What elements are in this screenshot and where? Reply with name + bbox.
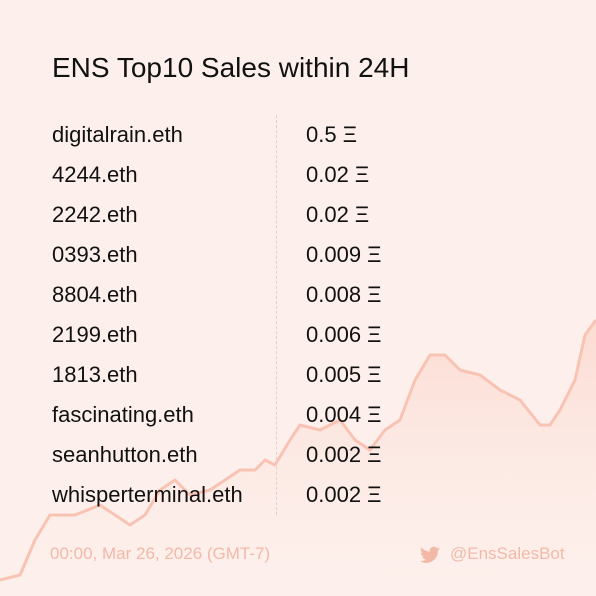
timestamp: 00:00, Mar 26, 2026 (GMT-7) <box>50 544 271 563</box>
sale-row: seanhutton.eth 0.002 Ξ <box>52 435 552 475</box>
domain-name: digitalrain.eth <box>52 122 183 147</box>
domain-name: seanhutton.eth <box>52 442 198 467</box>
sale-row: 4244.eth 0.02 Ξ <box>52 155 552 195</box>
domain-name: 8804.eth <box>52 282 138 307</box>
sale-price: 0.004 Ξ <box>306 402 382 427</box>
sale-price: 0.008 Ξ <box>306 282 382 307</box>
sale-row: fascinating.eth 0.004 Ξ <box>52 395 552 435</box>
domain-name: fascinating.eth <box>52 402 194 427</box>
domain-name: 2199.eth <box>52 322 138 347</box>
title: ENS Top10 Sales within 24H <box>52 52 410 83</box>
handle: @EnsSalesBot <box>450 544 565 563</box>
sale-price: 0.002 Ξ <box>306 442 382 467</box>
sale-price: 0.02 Ξ <box>306 162 370 187</box>
sales-list: digitalrain.eth 0.5 Ξ 4244.eth 0.02 Ξ 2242.e… <box>52 115 552 515</box>
sale-price: 0.009 Ξ <box>306 242 382 267</box>
sale-price: 0.02 Ξ <box>306 202 370 227</box>
sale-row: 1813.eth 0.005 Ξ <box>52 355 552 395</box>
divider <box>276 115 277 515</box>
sale-price: 0.005 Ξ <box>306 362 382 387</box>
sale-row: 0393.eth 0.009 Ξ <box>52 235 552 275</box>
sale-price: 0.006 Ξ <box>306 322 382 347</box>
sale-row: digitalrain.eth 0.5 Ξ <box>52 115 552 155</box>
sale-price: 0.5 Ξ <box>306 122 357 147</box>
twitter-icon <box>420 546 440 563</box>
domain-name: 0393.eth <box>52 242 138 267</box>
sale-row: whisperterminal.eth 0.002 Ξ <box>52 475 552 515</box>
domain-name: whisperterminal.eth <box>52 482 243 507</box>
domain-name: 4244.eth <box>52 162 138 187</box>
domain-name: 1813.eth <box>52 362 138 387</box>
sale-row: 8804.eth 0.008 Ξ <box>52 275 552 315</box>
sale-row: 2242.eth 0.02 Ξ <box>52 195 552 235</box>
domain-name: 2242.eth <box>52 202 138 227</box>
sale-price: 0.002 Ξ <box>306 482 382 507</box>
sale-row: 2199.eth 0.006 Ξ <box>52 315 552 355</box>
